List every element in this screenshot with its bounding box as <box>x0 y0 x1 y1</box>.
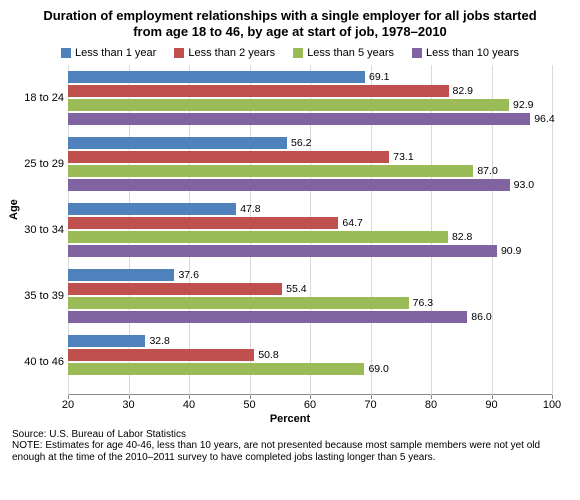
bar-value-label: 82.8 <box>452 231 472 243</box>
bar-value-label: 87.0 <box>477 165 497 177</box>
bar-group: 47.8 64.7 82.8 90.9 <box>68 203 552 257</box>
bar-group: 56.2 73.1 87.0 93.0 <box>68 137 552 191</box>
bar <box>68 71 365 83</box>
bar-value-label: 96.4 <box>534 113 554 125</box>
bar-value-label: 69.0 <box>368 363 388 375</box>
ytick-label: 25 to 29 <box>16 158 64 170</box>
bar-group: 32.8 50.8 69.0 <box>68 335 552 389</box>
bar <box>68 311 467 323</box>
bar-value-label: 55.4 <box>286 283 306 295</box>
ytick-label: 30 to 34 <box>16 224 64 236</box>
bar <box>68 113 530 125</box>
bar-value-label: 92.9 <box>513 99 533 111</box>
bar <box>68 165 473 177</box>
legend-label: Less than 2 years <box>188 47 275 59</box>
legend-item: Less than 1 year <box>61 47 156 59</box>
bar-value-label: 64.7 <box>342 217 362 229</box>
bar <box>68 283 282 295</box>
bar <box>68 203 236 215</box>
x-axis-label: Percent <box>10 413 570 425</box>
note-text: NOTE: Estimates for age 40-46, less than… <box>12 440 570 464</box>
xtick-label: 30 <box>122 399 134 411</box>
legend-swatch <box>293 48 303 58</box>
bar-value-label: 86.0 <box>471 311 491 323</box>
bar-value-label: 73.1 <box>393 151 413 163</box>
legend-item: Less than 2 years <box>174 47 275 59</box>
bar <box>68 349 254 361</box>
xtick-label: 90 <box>485 399 497 411</box>
xtick-label: 80 <box>425 399 437 411</box>
legend-swatch <box>174 48 184 58</box>
bar <box>68 245 497 257</box>
bar-value-label: 32.8 <box>149 335 169 347</box>
bar <box>68 85 449 97</box>
bar-value-label: 56.2 <box>291 137 311 149</box>
y-axis-label: Age <box>8 199 20 220</box>
chart-title: Duration of employment relationships wit… <box>30 8 550 41</box>
bar <box>68 297 409 309</box>
bar <box>68 217 338 229</box>
bar-value-label: 37.6 <box>178 269 198 281</box>
bar <box>68 363 364 375</box>
xtick-label: 50 <box>243 399 255 411</box>
bar-value-label: 76.3 <box>413 297 433 309</box>
plot-area: 203040506070809010018 to 2469.182.992.99… <box>68 65 552 395</box>
bar-value-label: 90.9 <box>501 245 521 257</box>
legend: Less than 1 year Less than 2 years Less th… <box>10 47 570 59</box>
legend-item: Less than 10 years <box>412 47 519 59</box>
bar <box>68 335 145 347</box>
ytick-label: 18 to 24 <box>16 92 64 104</box>
bar-value-label: 82.9 <box>453 85 473 97</box>
plot: 203040506070809010018 to 2469.182.992.99… <box>68 65 552 395</box>
legend-swatch <box>412 48 422 58</box>
xtick-label: 20 <box>62 399 74 411</box>
bar-group: 69.1 82.9 92.996.4 <box>68 71 552 125</box>
bar <box>68 137 287 149</box>
bar <box>68 151 389 163</box>
xtick-label: 100 <box>543 399 561 411</box>
bar-value-label: 50.8 <box>258 349 278 361</box>
bar <box>68 269 174 281</box>
bar-value-label: 47.8 <box>240 203 260 215</box>
bar <box>68 179 510 191</box>
bar-value-label: 69.1 <box>369 71 389 83</box>
ytick-label: 40 to 46 <box>16 356 64 368</box>
legend-label: Less than 5 years <box>307 47 394 59</box>
legend-label: Less than 10 years <box>426 47 519 59</box>
chart-container: Duration of employment relationships wit… <box>0 0 580 500</box>
bar <box>68 99 509 111</box>
bar <box>68 231 448 243</box>
legend-swatch <box>61 48 71 58</box>
ytick-label: 35 to 39 <box>16 290 64 302</box>
legend-item: Less than 5 years <box>293 47 394 59</box>
legend-label: Less than 1 year <box>75 47 156 59</box>
xtick-label: 70 <box>364 399 376 411</box>
bar-group: 37.6 55.4 76.3 86.0 <box>68 269 552 323</box>
xtick-label: 40 <box>183 399 195 411</box>
xtick-label: 60 <box>304 399 316 411</box>
bar-value-label: 93.0 <box>514 179 534 191</box>
source-text: Source: U.S. Bureau of Labor Statistics <box>12 429 570 440</box>
